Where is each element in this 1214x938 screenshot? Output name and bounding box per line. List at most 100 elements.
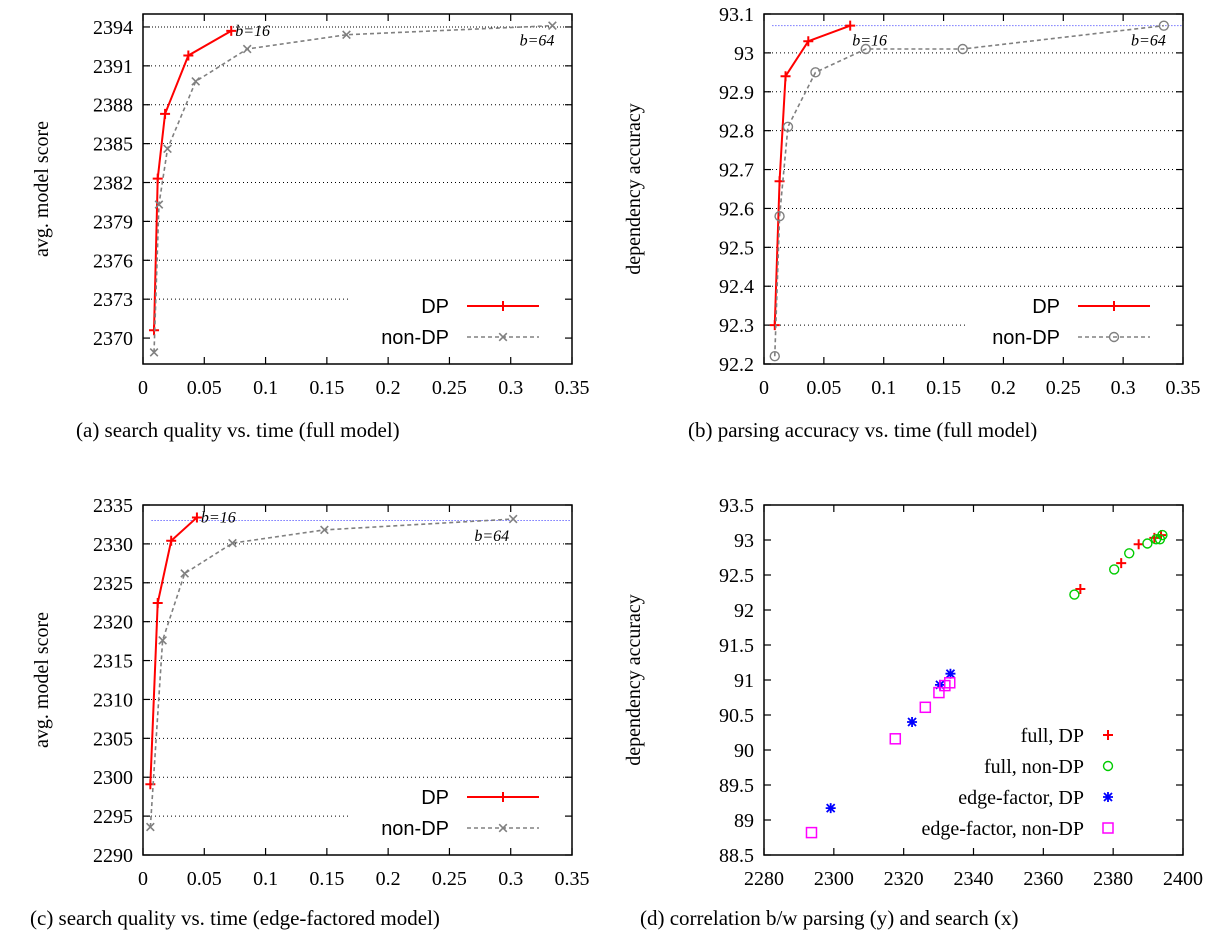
y-tick-label: 93: [734, 43, 754, 65]
annotation: b=64: [1131, 33, 1166, 50]
y-tick-label: 92.8: [719, 121, 754, 143]
caption-a: (a) search quality vs. time (full model): [76, 418, 400, 442]
series-line: [149, 516, 198, 785]
data-point: [242, 44, 252, 54]
data-point: [154, 200, 164, 209]
x-tick-label: 0.05: [806, 377, 841, 399]
legend-marker: [498, 301, 508, 311]
chart-panel-d: 2280 2300 2320 2340 2360 2380 2400 88.5 89 89.5 90…: [623, 495, 1203, 890]
data-point: [166, 535, 177, 546]
y-tick-label: 92.3: [719, 315, 754, 337]
y-tick-label: 2388: [93, 95, 133, 117]
legend-marker: [1108, 331, 1120, 343]
series-non-dp: [149, 21, 557, 357]
data-point: [226, 25, 237, 36]
data-point: [769, 320, 780, 331]
data-point: [810, 67, 821, 78]
legend: DP non-DP: [381, 296, 539, 349]
x-tick-label: 0.25: [432, 377, 467, 399]
data-point: [919, 701, 932, 714]
data-point: [805, 826, 818, 839]
caption-b: (b) parsing accuracy vs. time (full mode…: [688, 418, 1038, 442]
y-tick-label: 2379: [93, 211, 133, 233]
legend: DP non-DP: [992, 296, 1150, 349]
legend-label: edge-factor, DP: [958, 787, 1084, 809]
chart-panel-c: 0 0.05 0.1 0.15 0.2 0.25 0.3 0.35 2290 2295 2300 23…: [31, 495, 590, 890]
data-point: [1075, 584, 1086, 594]
annotation: b=64: [520, 33, 555, 50]
series-non-dp: [145, 514, 518, 832]
x-tick-label: 2300: [814, 868, 854, 890]
y-tick-label: 2315: [93, 651, 133, 673]
x-tick-label: 0.2: [376, 377, 401, 399]
series-full-non-dp: [1069, 529, 1168, 600]
y-tick-label: 92.7: [719, 160, 754, 182]
y-tick-label: 90.5: [719, 705, 754, 727]
x-tick-label: 0.2: [376, 868, 401, 890]
data-point: [1133, 539, 1144, 550]
series-line: [149, 518, 514, 828]
y-tick-label: 92.4: [719, 276, 754, 298]
y-tick-label: 2385: [93, 134, 133, 156]
legend: DP non-DP: [381, 787, 539, 840]
legend-marker: [498, 332, 508, 342]
y-tick-label: 89: [734, 810, 754, 832]
y-tick-label: 92.9: [719, 82, 754, 104]
y-tick-label: 2320: [93, 612, 133, 634]
legend-label: DP: [421, 787, 449, 809]
legend-marker: [1102, 760, 1114, 772]
y-tick-label: 2300: [93, 767, 133, 789]
data-point: [158, 635, 167, 645]
y-tick-label: 93: [734, 530, 754, 552]
data-point: [769, 351, 780, 362]
data-point: [860, 43, 871, 55]
data-point: [152, 598, 163, 608]
data-point: [774, 211, 785, 222]
y-axis-label: dependency accuracy: [623, 594, 645, 766]
y-axis-label: avg. model score: [31, 612, 53, 748]
data-point: [803, 36, 814, 47]
data-point: [508, 514, 518, 524]
annotation: b=16: [201, 509, 236, 526]
x-tick-label: 0.05: [187, 377, 222, 399]
data-point: [1158, 20, 1170, 31]
y-tick-label: 2394: [93, 17, 133, 39]
y-tick-label: 2310: [93, 689, 133, 711]
data-point: [152, 173, 163, 184]
annotation: b=16: [235, 23, 270, 40]
data-point: [845, 20, 856, 31]
y-tick-label: 2391: [93, 56, 133, 78]
data-point: [889, 733, 902, 745]
annotation: b=64: [474, 528, 509, 545]
y-tick-label: 2382: [93, 173, 133, 195]
data-point: [548, 21, 557, 31]
data-point: [944, 677, 956, 689]
y-tick-label: 2373: [93, 289, 133, 311]
x-tick-label: 0.1: [253, 868, 278, 890]
plot-frame: [142, 504, 573, 856]
data-point: [945, 668, 956, 679]
series-line: [153, 24, 553, 353]
data-point: [228, 538, 237, 548]
data-point: [907, 717, 918, 727]
legend-marker: [1103, 792, 1113, 802]
legend-marker: [1109, 301, 1119, 311]
y-tick-label: 2370: [93, 328, 133, 350]
legend-label: non-DP: [381, 818, 449, 840]
x-tick-label: 0.35: [555, 868, 590, 890]
x-tick-label: 0.25: [1046, 377, 1081, 399]
y-tick-label: 90: [734, 740, 754, 762]
data-point: [933, 686, 945, 699]
y-tick-label: 2376: [93, 250, 133, 272]
y-tick-label: 92: [734, 600, 754, 622]
x-tick-label: 2340: [954, 868, 994, 890]
y-tick-label: 88.5: [719, 845, 754, 867]
data-point: [160, 108, 171, 119]
data-point: [1157, 529, 1168, 541]
plot-frame: [763, 13, 1184, 365]
legend-marker: [498, 792, 508, 802]
legend-label: full, non-DP: [984, 756, 1084, 778]
x-tick-label: 2280: [744, 868, 784, 890]
x-tick-label: 0.3: [1111, 377, 1136, 399]
series-dp: [149, 25, 237, 336]
